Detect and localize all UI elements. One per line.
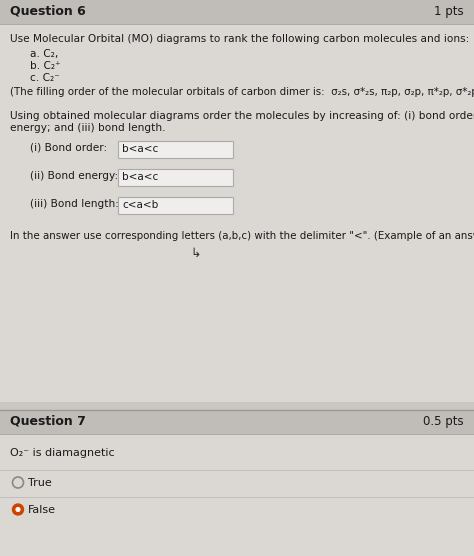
- Bar: [0, 0, 474, 24]
- Bar: [0, 402, 474, 414]
- Circle shape: [16, 507, 20, 512]
- Text: True: True: [28, 478, 52, 488]
- Text: 1 pts: 1 pts: [434, 5, 464, 18]
- Text: energy; and (iii) bond length.: energy; and (iii) bond length.: [10, 123, 165, 133]
- Text: 0.5 pts: 0.5 pts: [423, 415, 464, 428]
- Text: ↳: ↳: [190, 247, 201, 260]
- Text: Question 6: Question 6: [10, 5, 86, 18]
- Text: Use Molecular Orbital (MO) diagrams to rank the following carbon molecules and i: Use Molecular Orbital (MO) diagrams to r…: [10, 34, 469, 44]
- Text: a. C₂,: a. C₂,: [30, 49, 58, 59]
- Text: O₂⁻ is diamagnetic: O₂⁻ is diamagnetic: [10, 448, 115, 458]
- Text: (i) Bond order:: (i) Bond order:: [30, 143, 107, 153]
- Circle shape: [12, 504, 24, 515]
- Text: Using obtained molecular diagrams order the molecules by increasing of: (i) bond: Using obtained molecular diagrams order …: [10, 111, 474, 121]
- Bar: [118, 141, 233, 158]
- Text: (The filling order of the molecular orbitals of carbon dimer is:  σ₂s, σ*₂s, π₂p: (The filling order of the molecular orbi…: [10, 87, 474, 97]
- Text: c. C₂⁻: c. C₂⁻: [30, 73, 60, 83]
- Bar: [0, 434, 474, 556]
- Text: c<a<b: c<a<b: [122, 200, 158, 210]
- Text: In the answer use corresponding letters (a,b,c) with the delimiter "<". (Example: In the answer use corresponding letters …: [10, 231, 474, 241]
- Text: (ii) Bond energy:: (ii) Bond energy:: [30, 171, 118, 181]
- Bar: [118, 197, 233, 214]
- Text: b. C₂⁺: b. C₂⁺: [30, 61, 61, 71]
- Text: b<a<c: b<a<c: [122, 144, 158, 154]
- Bar: [0, 24, 474, 410]
- Text: (iii) Bond length:: (iii) Bond length:: [30, 199, 119, 209]
- Bar: [0, 410, 474, 434]
- Text: b<a<c: b<a<c: [122, 172, 158, 182]
- Text: Question 7: Question 7: [10, 415, 86, 428]
- Bar: [118, 169, 233, 186]
- Text: False: False: [28, 505, 56, 515]
